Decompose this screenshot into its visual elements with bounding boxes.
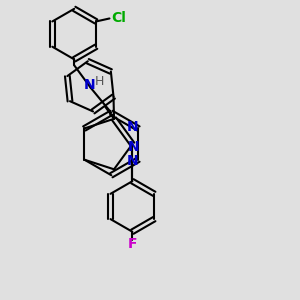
Text: F: F <box>128 237 137 251</box>
Text: H: H <box>95 74 104 88</box>
Text: N: N <box>128 140 140 154</box>
Text: N: N <box>127 120 139 134</box>
Text: N: N <box>83 78 95 92</box>
Text: N: N <box>127 154 139 168</box>
Text: Cl: Cl <box>111 11 126 26</box>
